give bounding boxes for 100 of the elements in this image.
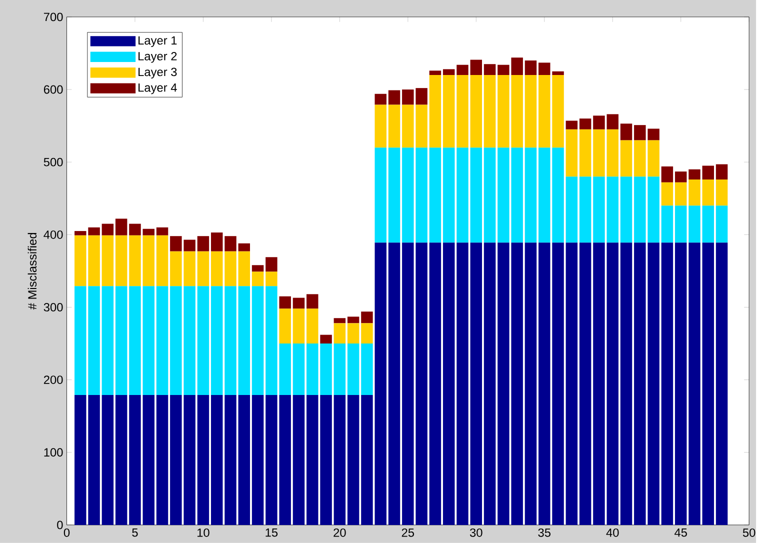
- bar: [442, 148, 455, 243]
- bar: [197, 395, 210, 526]
- bar: [142, 228, 154, 236]
- bar: [579, 129, 592, 177]
- bar: [320, 334, 332, 344]
- bar: [142, 235, 154, 286]
- bar: [442, 75, 455, 148]
- y-tick-label: 300: [44, 303, 63, 312]
- bar: [224, 286, 236, 396]
- legend-label: Layer 4: [138, 84, 177, 94]
- bar: [279, 296, 291, 309]
- x-tick-label: 35: [538, 528, 550, 537]
- bar: [456, 75, 468, 148]
- x-tick-label: 0: [64, 528, 70, 537]
- bar: [361, 323, 373, 344]
- bar: [716, 180, 728, 206]
- bar: [470, 75, 482, 148]
- bar: [266, 257, 278, 272]
- bar: [552, 242, 564, 526]
- y-tick-label: 100: [44, 448, 63, 457]
- bar: [115, 395, 128, 526]
- bar: [334, 395, 346, 526]
- bar: [156, 395, 168, 526]
- bar: [142, 395, 154, 526]
- bar: [238, 243, 250, 252]
- bar: [674, 206, 687, 243]
- y-tick-label: 500: [44, 158, 63, 166]
- legend-label: Layer 1: [138, 36, 177, 48]
- bar: [566, 129, 578, 177]
- bar: [716, 164, 728, 180]
- bar: [688, 242, 700, 526]
- bar: [210, 232, 223, 252]
- bar: [470, 60, 482, 76]
- bar: [292, 395, 305, 526]
- bar: [197, 236, 210, 252]
- y-tick-label: 700: [44, 12, 63, 22]
- bar: [524, 148, 537, 243]
- bar: [566, 120, 578, 130]
- bar: [429, 242, 442, 526]
- bar: [142, 286, 154, 396]
- bar: [224, 236, 236, 252]
- bar: [252, 265, 264, 272]
- bar: [429, 148, 442, 243]
- bar: [470, 148, 482, 243]
- bar: [484, 64, 496, 76]
- bar: [238, 251, 250, 286]
- bar: [388, 242, 400, 526]
- legend-label: Layer 3: [138, 68, 177, 79]
- bar: [716, 206, 728, 243]
- x-tick-label: 45: [674, 528, 687, 537]
- y-tick-label: 0: [57, 520, 63, 530]
- bar: [374, 104, 386, 148]
- bar: [374, 94, 386, 105]
- bar: [252, 395, 264, 526]
- bar: [456, 148, 468, 243]
- bar: [156, 227, 168, 236]
- legend-label: Layer 2: [138, 52, 177, 63]
- bar: [306, 294, 318, 309]
- x-tick-label: 40: [606, 528, 619, 537]
- bar: [538, 62, 550, 76]
- bar: [484, 148, 496, 243]
- bar: [388, 104, 400, 148]
- bar: [292, 344, 305, 396]
- bar: [224, 251, 236, 286]
- bar: [620, 176, 632, 243]
- x-tick-label: 20: [334, 528, 346, 537]
- bar: [129, 224, 141, 236]
- bar: [115, 218, 128, 236]
- y-axis-title: # Misclassified: [28, 233, 37, 310]
- bar: [674, 242, 687, 526]
- bar: [102, 286, 114, 396]
- bar: [688, 169, 700, 180]
- bar: [252, 272, 264, 286]
- bar: [334, 318, 346, 324]
- bar: [374, 148, 386, 243]
- x-tick-label: 5: [132, 528, 138, 537]
- bar: [210, 251, 223, 286]
- bar: [620, 124, 632, 140]
- bar: [566, 242, 578, 526]
- bar: [552, 75, 564, 148]
- bar: [334, 344, 346, 396]
- bar: [429, 70, 442, 76]
- bar: [388, 90, 400, 105]
- bar: [210, 286, 223, 396]
- bar: [661, 206, 674, 243]
- x-tick-label: 25: [402, 528, 414, 537]
- bar: [429, 75, 442, 148]
- bar: [579, 118, 592, 130]
- y-tick-label: 200: [44, 376, 63, 384]
- bar: [702, 180, 714, 206]
- bar: [347, 344, 360, 396]
- bar: [688, 206, 700, 243]
- bar: [524, 242, 537, 526]
- bar: [661, 242, 674, 526]
- bar: [388, 148, 400, 243]
- bar: [484, 242, 496, 526]
- bar: [566, 176, 578, 243]
- bar: [347, 323, 360, 344]
- bar: [524, 60, 537, 76]
- bar: [538, 148, 550, 243]
